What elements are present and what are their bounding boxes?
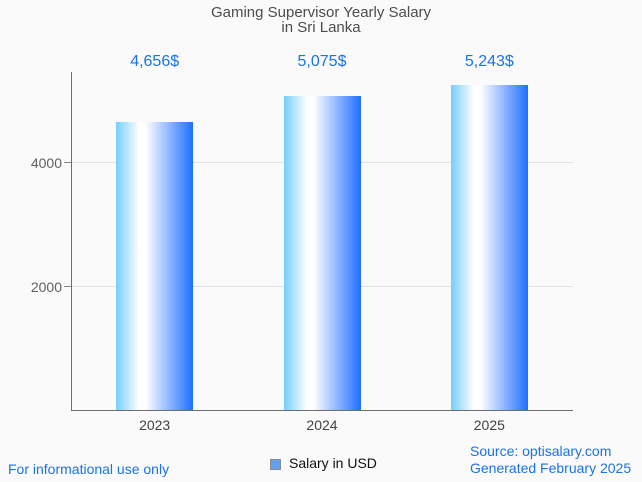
legend-swatch-icon	[270, 458, 281, 470]
bar-2024[interactable]	[283, 95, 361, 410]
chart-title: Gaming Supervisor Yearly Salary in Sri L…	[0, 5, 642, 35]
footer-disclaimer: For informational use only	[8, 461, 170, 477]
y-axis-line	[71, 72, 72, 411]
y-tick-mark-2000	[64, 286, 71, 288]
y-tick-mark-4000	[64, 162, 71, 164]
value-label: 4,656$	[130, 53, 180, 70]
chart-title-line2: in Sri Lanka	[281, 19, 361, 36]
x-category-label: 2024	[306, 417, 338, 433]
x-category-label: 2023	[139, 417, 171, 433]
footer-source-block: Source: optisalary.com Generated Februar…	[470, 443, 631, 477]
bar-2023[interactable]	[116, 121, 194, 410]
generated-date: Generated February 2025	[470, 460, 632, 476]
value-label: 5,075$	[297, 53, 347, 70]
chart-title-line1: Gaming Supervisor Yearly Salary	[210, 4, 432, 21]
source-link[interactable]: Source: optisalary.com	[470, 443, 612, 459]
value-label: 5,243$	[464, 53, 514, 70]
legend-label: Salary in USD	[289, 455, 377, 471]
legend[interactable]: Salary in USD	[270, 455, 377, 471]
y-tick-label: 4000	[30, 154, 62, 171]
x-axis-line	[71, 410, 573, 411]
y-tick-label: 2000	[30, 278, 62, 295]
bar-2025[interactable]	[450, 85, 528, 410]
x-category-label: 2025	[473, 417, 505, 433]
